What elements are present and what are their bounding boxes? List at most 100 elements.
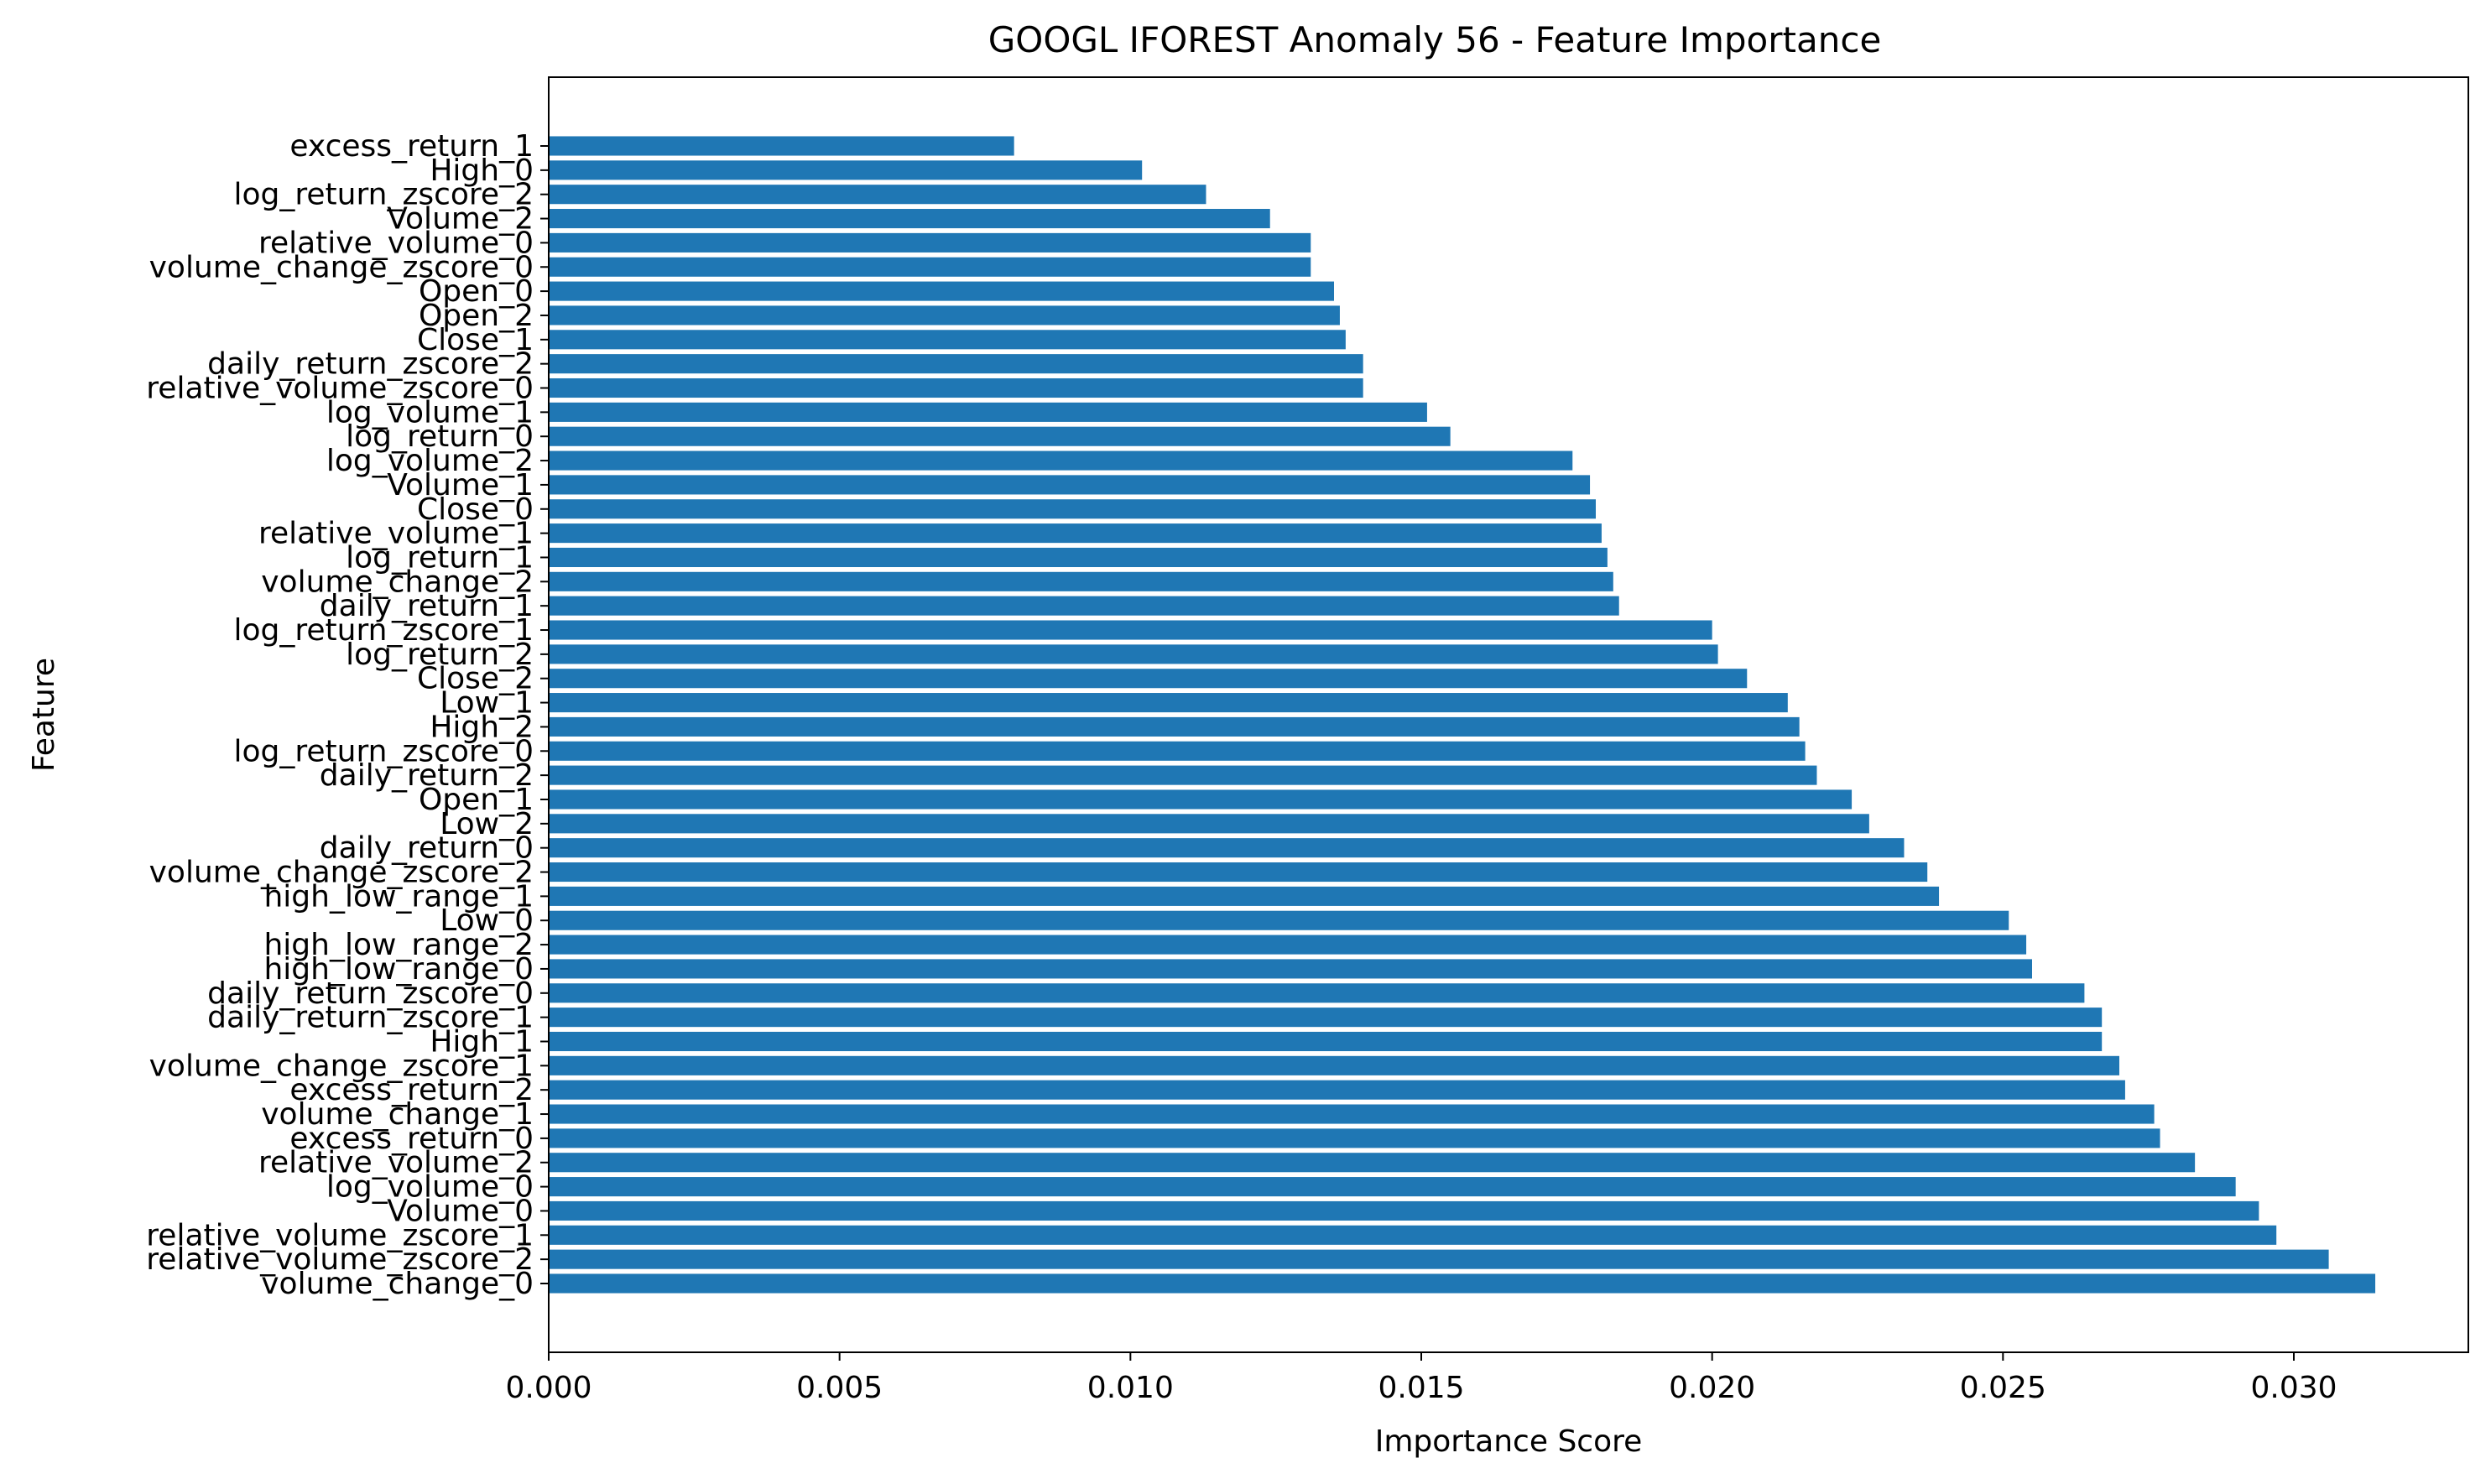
bar bbox=[549, 910, 2009, 930]
chart-title: GOOGL IFOREST Anomaly 56 - Feature Impor… bbox=[988, 19, 1882, 60]
x-tick-label: 0.005 bbox=[796, 1371, 883, 1405]
bar bbox=[549, 741, 1806, 761]
bar bbox=[549, 1031, 2103, 1052]
y-tick-label: log_volume_2 bbox=[326, 444, 534, 478]
y-tick-label: high_low_range_1 bbox=[263, 879, 534, 914]
bar bbox=[549, 1055, 2119, 1075]
y-axis-ticks: excess_return_1High_0log_return_zscore_2… bbox=[146, 129, 549, 1301]
y-tick-label: volume_change_zscore_2 bbox=[149, 856, 534, 890]
bar bbox=[549, 1153, 2196, 1173]
y-tick-label: Close_1 bbox=[417, 323, 534, 357]
bar bbox=[549, 814, 1869, 834]
bar bbox=[549, 160, 1143, 180]
bar bbox=[549, 935, 2027, 955]
plot-frame bbox=[548, 76, 2469, 1353]
bar bbox=[549, 983, 2085, 1003]
y-axis-label: Feature bbox=[27, 658, 61, 772]
x-tick-label: 0.000 bbox=[505, 1371, 591, 1405]
bar bbox=[549, 1177, 2236, 1197]
y-tick-label: volume_change_zscore_1 bbox=[149, 1049, 534, 1083]
bar bbox=[549, 547, 1608, 568]
bar bbox=[549, 378, 1363, 398]
x-tick-label: 0.015 bbox=[1378, 1371, 1464, 1405]
y-tick-label: excess_return_0 bbox=[289, 1122, 534, 1156]
x-tick-label: 0.020 bbox=[1669, 1371, 1755, 1405]
bar bbox=[549, 330, 1346, 350]
y-tick-label: log_return_2 bbox=[346, 638, 534, 672]
x-axis-ticks: 0.000 0.005 0.010 0.015 0.020 0.025 0.030 bbox=[505, 1352, 2337, 1405]
bar bbox=[549, 644, 1718, 664]
y-tick-label: volume_change_1 bbox=[261, 1097, 534, 1132]
y-tick-label: Low_2 bbox=[440, 807, 534, 841]
bar bbox=[549, 1225, 2277, 1245]
bar bbox=[549, 716, 1800, 737]
y-tick-label: excess_return_2 bbox=[289, 1073, 534, 1107]
bar bbox=[549, 765, 1817, 785]
x-tick-label: 0.025 bbox=[1960, 1371, 2046, 1405]
bar bbox=[549, 1200, 2259, 1221]
bar bbox=[549, 959, 2032, 979]
y-tick-label: excess_return_1 bbox=[289, 129, 534, 164]
y-tick-label: log_return_1 bbox=[346, 540, 534, 575]
y-tick-label: high_low_range_0 bbox=[263, 952, 534, 987]
y-tick-label: log_volume_0 bbox=[326, 1170, 534, 1205]
y-tick-label: log_return_zscore_2 bbox=[234, 178, 534, 212]
y-tick-label: log_return_zscore_0 bbox=[234, 734, 534, 768]
y-tick-label: Low_0 bbox=[440, 903, 534, 938]
bars-group bbox=[549, 136, 2376, 1294]
bar bbox=[549, 693, 1788, 713]
bar bbox=[549, 1104, 2155, 1124]
y-tick-label: daily_return_2 bbox=[320, 758, 534, 793]
bar bbox=[549, 596, 1619, 616]
y-tick-label: relative_volume_zscore_1 bbox=[146, 1218, 534, 1252]
bar bbox=[549, 1008, 2103, 1028]
bar bbox=[549, 257, 1311, 277]
x-axis-label: Importance Score bbox=[1375, 1424, 1643, 1459]
bar bbox=[549, 838, 1905, 858]
y-tick-label: High_0 bbox=[430, 154, 534, 188]
y-tick-label: daily_return_zscore_1 bbox=[207, 1001, 534, 1035]
y-tick-label: relative_volume_zscore_2 bbox=[146, 1242, 534, 1277]
y-tick-label: volume_change_2 bbox=[261, 565, 534, 599]
bar bbox=[549, 1128, 2160, 1148]
y-tick-label: Close_2 bbox=[417, 662, 534, 696]
bar bbox=[549, 281, 1334, 301]
bar bbox=[549, 402, 1427, 422]
bar bbox=[549, 209, 1270, 229]
y-tick-label: Close_0 bbox=[417, 492, 534, 527]
y-tick-label: Open_0 bbox=[419, 274, 534, 309]
bar bbox=[549, 475, 1591, 495]
y-tick-label: High_1 bbox=[430, 1024, 534, 1059]
bar bbox=[549, 185, 1206, 205]
bar bbox=[549, 1249, 2329, 1269]
y-tick-label: daily_return_zscore_0 bbox=[207, 976, 534, 1011]
y-tick-label: daily_return_1 bbox=[320, 589, 534, 623]
y-tick-label: relative_volume_1 bbox=[258, 517, 534, 551]
y-tick-label: volume_change_0 bbox=[261, 1267, 534, 1301]
y-tick-label: high_low_range_2 bbox=[263, 928, 534, 962]
bar bbox=[549, 886, 1940, 906]
y-tick-label: relative_volume_zscore_0 bbox=[146, 372, 534, 406]
x-tick-label: 0.010 bbox=[1087, 1371, 1174, 1405]
bar bbox=[549, 1273, 2376, 1294]
y-tick-label: log_volume_1 bbox=[326, 395, 534, 430]
y-tick-label: Volume_2 bbox=[387, 202, 534, 237]
bar bbox=[549, 232, 1311, 253]
bar bbox=[549, 450, 1573, 471]
y-tick-label: volume_change_zscore_0 bbox=[149, 250, 534, 284]
y-tick-label: Open_2 bbox=[419, 299, 534, 333]
bar bbox=[549, 523, 1602, 544]
y-tick-label: daily_return_zscore_2 bbox=[207, 347, 534, 382]
y-tick-label: daily_return_0 bbox=[320, 831, 534, 866]
bar bbox=[549, 305, 1340, 325]
x-tick-label: 0.030 bbox=[2250, 1371, 2337, 1405]
y-tick-label: relative_volume_0 bbox=[258, 226, 534, 260]
bar bbox=[549, 620, 1712, 640]
y-tick-label: relative_volume_2 bbox=[258, 1146, 534, 1180]
y-tick-label: Volume_0 bbox=[387, 1194, 534, 1228]
bar bbox=[549, 862, 1928, 883]
y-tick-label: Low_1 bbox=[440, 686, 534, 721]
y-tick-label: Open_1 bbox=[419, 783, 534, 817]
bar bbox=[549, 426, 1451, 446]
